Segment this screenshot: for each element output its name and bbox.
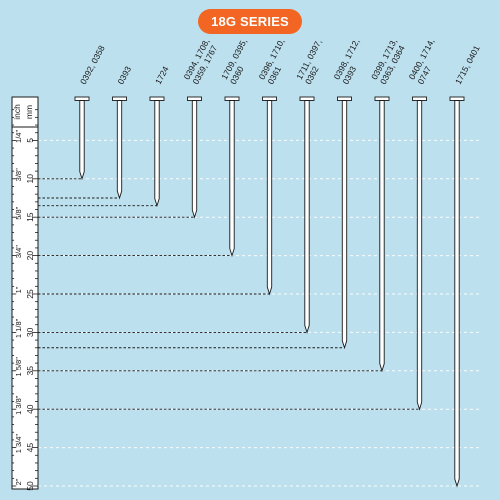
nail bbox=[224, 96, 240, 258]
inch-header: inch bbox=[12, 104, 22, 120]
nail-code-label: 0394, 1708,0359, 1767 bbox=[182, 37, 221, 86]
ruler-marks: 5 10 15 20 25 30 35 40 45 50 1/4" 3/8" 5/8" 3/4" 1" 1 1… bbox=[12, 109, 38, 491]
ruler-body bbox=[11, 96, 39, 490]
nail-shank bbox=[341, 100, 348, 350]
nail bbox=[412, 96, 427, 411]
nail-code-label: 0399, 1713,0363, 0364 bbox=[369, 37, 408, 86]
nails bbox=[74, 96, 465, 488]
nail-shank bbox=[229, 100, 235, 258]
length-guides bbox=[38, 178, 420, 410]
nail bbox=[262, 96, 277, 296]
nail-head bbox=[149, 96, 165, 101]
inch-label: 1 3/8" bbox=[14, 395, 23, 415]
nail bbox=[449, 96, 465, 488]
nail bbox=[74, 96, 90, 181]
nail bbox=[299, 96, 315, 334]
nail-code-line: 0393 bbox=[115, 64, 133, 86]
nail-code-label: 0398, 1712,0393 bbox=[332, 37, 371, 86]
nail-shank bbox=[154, 100, 160, 208]
series-badge: 18G SERIES bbox=[198, 9, 302, 34]
nail-shank bbox=[266, 100, 273, 296]
ruler: inch mm bbox=[11, 96, 39, 490]
nail-head bbox=[74, 96, 90, 101]
nail-code-labels: 0392, 0358 0393 1724 0394, 1708,0359, 1767 1… bbox=[78, 37, 482, 86]
mm-label: 40 bbox=[25, 404, 35, 414]
inch-label: 1/4" bbox=[14, 130, 23, 143]
nail-code-label: 1715, 0401 bbox=[453, 43, 482, 85]
inch-label: 2" bbox=[14, 478, 23, 485]
inch-label: 1 3/4" bbox=[14, 434, 23, 454]
inch-label: 5/8" bbox=[14, 206, 23, 219]
nail-code-label: 1711, 0397,0362 bbox=[294, 37, 332, 85]
mm-label: 10 bbox=[25, 174, 35, 184]
mm-label: 35 bbox=[25, 366, 35, 376]
mm-label: 15 bbox=[25, 212, 35, 222]
inch-label: 1" bbox=[14, 286, 23, 293]
inch-label: 1 1/8" bbox=[14, 318, 23, 338]
mm-label: 45 bbox=[25, 443, 35, 453]
nail bbox=[337, 96, 352, 350]
mm-label: 30 bbox=[25, 327, 35, 337]
nail-code-line: 1715, 0401 bbox=[453, 43, 482, 85]
nail-code-label: 0400, 1714,0747 bbox=[407, 37, 446, 86]
nail-code-line: 1724 bbox=[153, 64, 171, 86]
nail-shank bbox=[304, 100, 310, 334]
nail-shank bbox=[79, 100, 85, 181]
inch-label: 1 5/8" bbox=[14, 357, 23, 377]
mm-label: 20 bbox=[25, 251, 35, 261]
nail-head bbox=[337, 96, 352, 101]
nail bbox=[374, 96, 390, 373]
nail-head bbox=[224, 96, 240, 101]
nail-head bbox=[449, 96, 465, 101]
mm-header: mm bbox=[24, 105, 34, 119]
inch-label: 3/8" bbox=[14, 168, 23, 181]
nail-shank bbox=[454, 100, 460, 488]
mm-label: 50 bbox=[25, 481, 35, 491]
nail-shank bbox=[116, 100, 123, 200]
inch-label: 3/4" bbox=[14, 245, 23, 258]
nail-head bbox=[299, 96, 315, 101]
nail-code-label: 1724 bbox=[153, 64, 171, 86]
nail-shank bbox=[191, 100, 198, 219]
nail-head bbox=[262, 96, 277, 101]
nail-code-label: 0396, 1710,0361 bbox=[257, 37, 296, 86]
mm-label: 25 bbox=[25, 289, 35, 299]
nail-shank bbox=[379, 100, 385, 373]
nail-code-label: 0392, 0358 bbox=[78, 43, 107, 85]
nail-head bbox=[112, 96, 127, 101]
nail-head bbox=[374, 96, 390, 101]
nail bbox=[112, 96, 127, 200]
nail-code-line: 0392, 0358 bbox=[78, 43, 107, 85]
nail bbox=[187, 96, 202, 219]
nail-code-label: 1709, 0395,0360 bbox=[219, 37, 258, 86]
nail-shank bbox=[416, 100, 423, 411]
nail-head bbox=[412, 96, 427, 101]
mm-label: 5 bbox=[25, 138, 35, 143]
grid-lines bbox=[38, 139, 480, 487]
nail-code-label: 0393 bbox=[115, 64, 133, 86]
nail-head bbox=[187, 96, 202, 101]
nail bbox=[149, 96, 165, 208]
